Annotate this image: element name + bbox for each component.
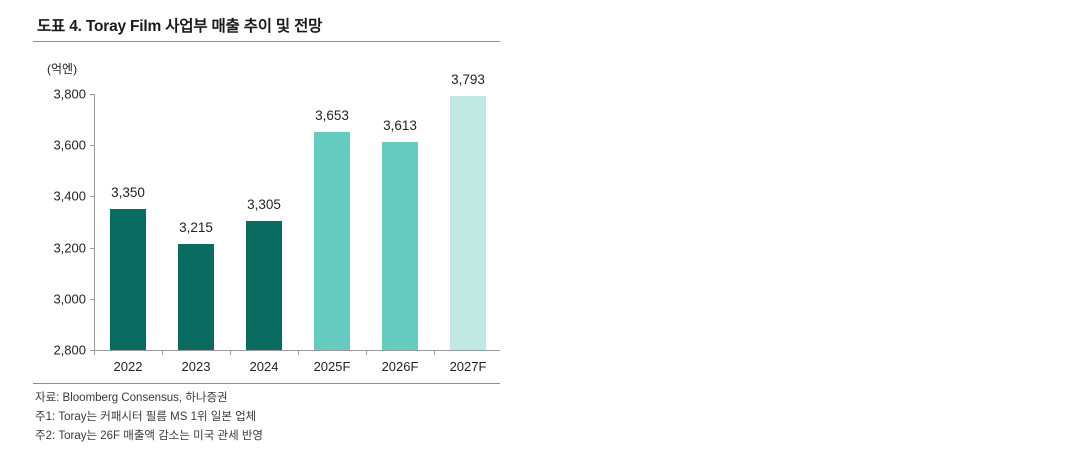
left-footnote-note2: 주2: Toray는 26F 매출액 감소는 미국 관세 반영: [35, 430, 264, 442]
bar-x-tick-label: 2022: [113, 359, 143, 374]
bar-2027F: [450, 95, 486, 350]
left-figure-panel: 도표 4. Toray Film 사업부 매출 추이 및 전망 (억엔) 2,8…: [0, 0, 533, 442]
bar-x-tick-label: 2026F: [381, 359, 419, 374]
bar-y-tick-label: 3,200: [53, 240, 86, 256]
bar-y-tick-mark: [90, 145, 95, 147]
bar-value-label: 3,350: [111, 185, 145, 201]
bar-value-label: 3,215: [179, 219, 213, 235]
bar-x-tick-label: 2023: [181, 359, 211, 374]
left-title-divider: [33, 41, 500, 42]
bar-y-tick-label: 3,600: [53, 137, 86, 153]
bar-value-label: 3,653: [315, 107, 349, 123]
line-chart-plot: 3,0004,0005,0006,0007,0001Q201Q211Q221Q2…: [533, 0, 1066, 380]
bar-x-tick-mark: [230, 351, 231, 355]
bar-x-axis-line: [94, 350, 500, 351]
left-footnote-source: 자료: Bloomberg Consensus, 하나증권: [35, 392, 228, 404]
bar-2025F: [314, 131, 350, 350]
bar-value-label: 3,793: [451, 71, 485, 87]
bar-y-tick-label: 3,000: [53, 291, 86, 307]
bar-2022: [110, 209, 146, 350]
bar-x-tick-label: 2024: [249, 359, 279, 374]
bar-chart-plot: 2,800 3,000 3,200 3,400 3,600 3,800 3,350 2022 3…: [0, 0, 533, 380]
bar-value-label: 3,613: [383, 117, 417, 133]
bar-y-tick-mark: [90, 196, 95, 198]
bar-x-tick-mark: [94, 351, 95, 355]
bar-2023: [178, 243, 214, 350]
bar-x-tick-label: 2027F: [449, 359, 487, 374]
bar-2026F: [382, 141, 418, 350]
bar-x-tick-mark: [366, 351, 367, 355]
bar-y-tick-mark: [90, 247, 95, 249]
bar-y-tick-label: 3,800: [53, 86, 86, 102]
bar-y-tick-mark: [90, 350, 95, 351]
bar-value-label: 3,305: [247, 196, 281, 212]
bar-y-tick-mark: [90, 298, 95, 300]
bar-x-tick-mark: [298, 351, 299, 355]
bar-y-axis-line: [94, 94, 95, 350]
bar-x-tick-mark: [434, 351, 435, 355]
left-footnote-note1: 주1: Toray는 커패시터 필름 MS 1위 일본 업체: [35, 411, 257, 423]
bar-y-tick-label: 2,800: [53, 342, 86, 358]
line-series-svg: [533, 0, 1066, 380]
bar-y-tick-mark: [90, 94, 95, 95]
right-figure-panel: 도표 5. 삼영, 커패시터 필름 단가 추이 (원/Kg) PPC(커패시터)…: [533, 0, 1066, 463]
bar-2024: [246, 220, 282, 350]
bar-x-tick-label: 2025F: [313, 359, 351, 374]
bar-x-tick-mark: [162, 351, 163, 355]
left-panel-title: 도표 4. Toray Film 사업부 매출 추이 및 전망: [37, 18, 323, 35]
bar-y-tick-label: 3,400: [53, 188, 86, 204]
left-axis-unit-label: (억엔): [47, 62, 78, 76]
left-footnote-divider: [33, 383, 500, 384]
